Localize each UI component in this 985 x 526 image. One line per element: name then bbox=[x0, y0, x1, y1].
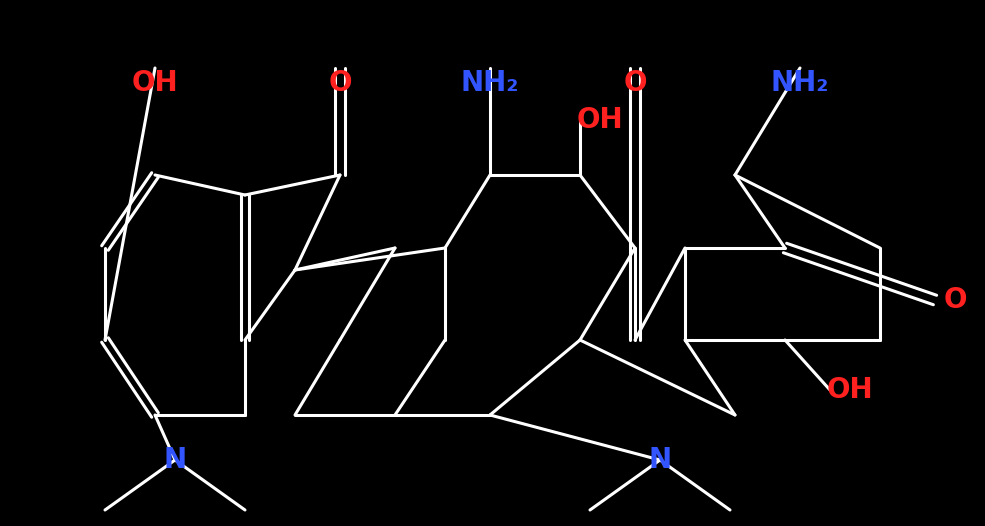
Text: N: N bbox=[164, 446, 186, 474]
Text: OH: OH bbox=[132, 69, 178, 97]
Text: OH: OH bbox=[576, 106, 624, 134]
Text: NH₂: NH₂ bbox=[461, 69, 519, 97]
Text: O: O bbox=[944, 286, 966, 314]
Text: OH: OH bbox=[826, 376, 874, 404]
Text: O: O bbox=[328, 69, 352, 97]
Text: NH₂: NH₂ bbox=[771, 69, 829, 97]
Text: N: N bbox=[648, 446, 672, 474]
Text: O: O bbox=[624, 69, 647, 97]
